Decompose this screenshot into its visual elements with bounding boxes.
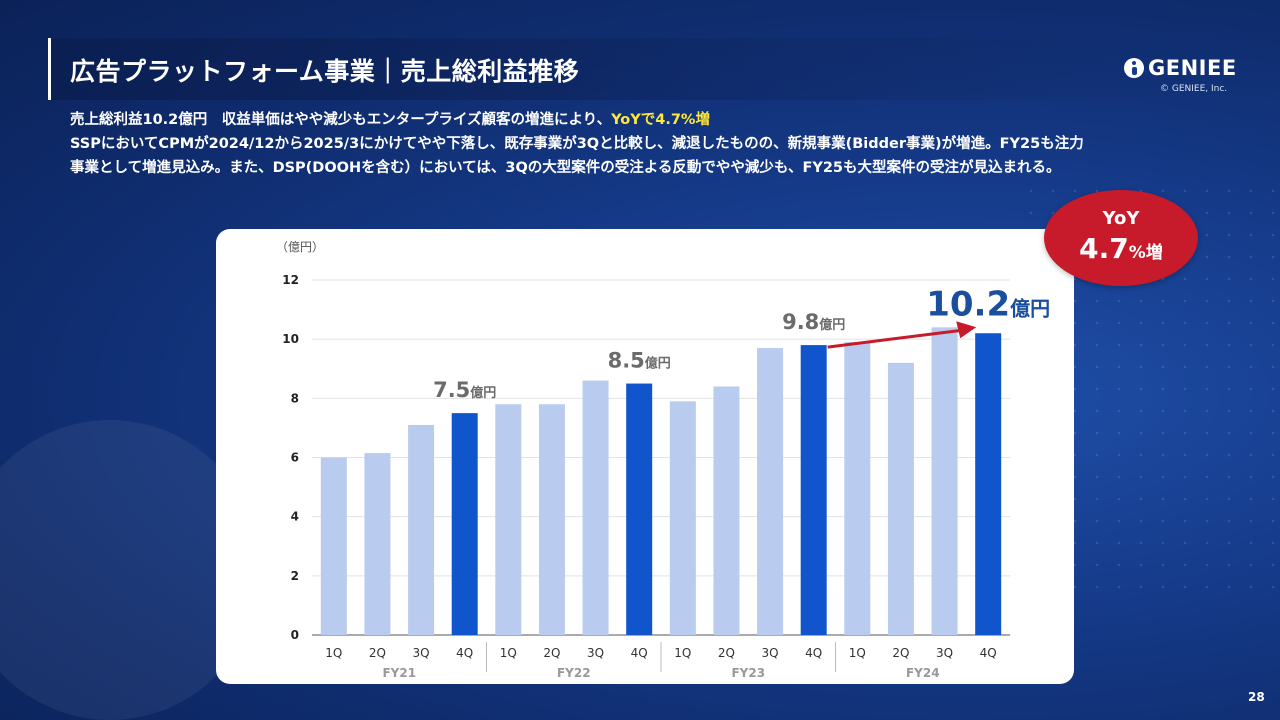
data-label: 10.2億円 [926,284,1050,324]
bar [800,345,827,635]
x-tick-label: 3Q [936,646,953,660]
bar [975,333,1002,635]
y-tick-label: 4 [291,510,299,524]
yoy-badge-label: YoY [1102,208,1140,229]
fy-group-label: FY21 [382,666,416,680]
logo-text: GENIEE [1148,56,1237,80]
data-label-value: 7.5 [433,378,470,402]
page-number: 28 [1248,690,1265,704]
x-tick-label: 2Q [892,646,909,660]
bar [538,404,565,635]
description-line-2: SSPにおいてCPMが2024/12から2025/3にかけてやや下落し、既存事業… [70,136,1084,152]
x-tick-label: 3Q [587,646,604,660]
x-tick-label: 2Q [718,646,735,660]
data-label-value: 9.8 [782,310,819,334]
y-tick-label: 2 [291,569,299,583]
geniee-logo-icon [1124,58,1144,78]
y-tick-label: 8 [291,391,299,405]
bar [669,401,696,635]
bar [757,348,784,635]
data-label: 8.5億円 [608,349,671,373]
yoy-badge-value: 4.7%増 [1079,232,1163,265]
bar [887,362,914,635]
data-label-unit: 億円 [645,356,671,372]
y-tick-label: 6 [291,451,299,465]
data-label-unit: 億円 [1010,296,1050,320]
title-bar [48,38,1233,100]
description: 売上総利益10.2億円 収益単価はやや減少もエンタープライズ顧客の増進により、Y… [70,108,1250,180]
data-label: 7.5億円 [433,378,496,402]
x-tick-label: 1Q [325,646,342,660]
description-highlight: YoYで4.7%増 [611,112,710,128]
bar [320,457,347,635]
x-tick-label: 4Q [456,646,473,660]
growth-arrow [827,328,963,349]
fy-group-label: FY24 [906,666,940,680]
bar [582,380,609,635]
x-tick-label: 2Q [543,646,560,660]
y-tick-label: 0 [291,628,299,642]
y-tick-label: 12 [282,273,299,287]
x-tick-label: 1Q [674,646,691,660]
bar [408,424,435,635]
copyright: © GENIEE, Inc. [1160,84,1228,94]
data-label-unit: 億円 [470,385,496,401]
yoy-badge: YoY 4.7%増 [1044,190,1198,286]
bar [364,453,391,635]
data-label-value: 10.2 [926,284,1010,324]
bar [713,386,740,635]
bar [495,404,522,635]
bar [626,383,653,635]
geniee-logo: GENIEE [1124,56,1237,80]
y-axis-label: （億円） [276,240,324,254]
page-title: 広告プラットフォーム事業｜売上総利益推移 [70,57,580,86]
x-tick-label: 1Q [849,646,866,660]
description-line-1: 売上総利益10.2億円 収益単価はやや減少もエンタープライズ顧客の増進により、Y… [70,112,710,128]
growth-arrow-head [956,321,977,339]
bar [451,413,478,635]
y-tick-label: 10 [282,332,299,346]
x-tick-label: 2Q [369,646,386,660]
x-tick-label: 3Q [413,646,430,660]
description-line-3: 事業として増進見込み。また、DSP(DOOHを含む）においては、3Qの大型案件の… [70,160,1061,176]
bar [931,327,958,635]
x-tick-label: 4Q [980,646,997,660]
data-label: 9.8億円 [782,310,845,334]
data-label-unit: 億円 [819,317,845,333]
x-tick-label: 4Q [631,646,648,660]
fy-group-label: FY23 [731,666,765,680]
bar [844,342,871,635]
x-tick-label: 4Q [805,646,822,660]
x-tick-label: 3Q [762,646,779,660]
fy-group-label: FY22 [557,666,591,680]
data-label-value: 8.5 [608,349,645,373]
x-tick-label: 1Q [500,646,517,660]
